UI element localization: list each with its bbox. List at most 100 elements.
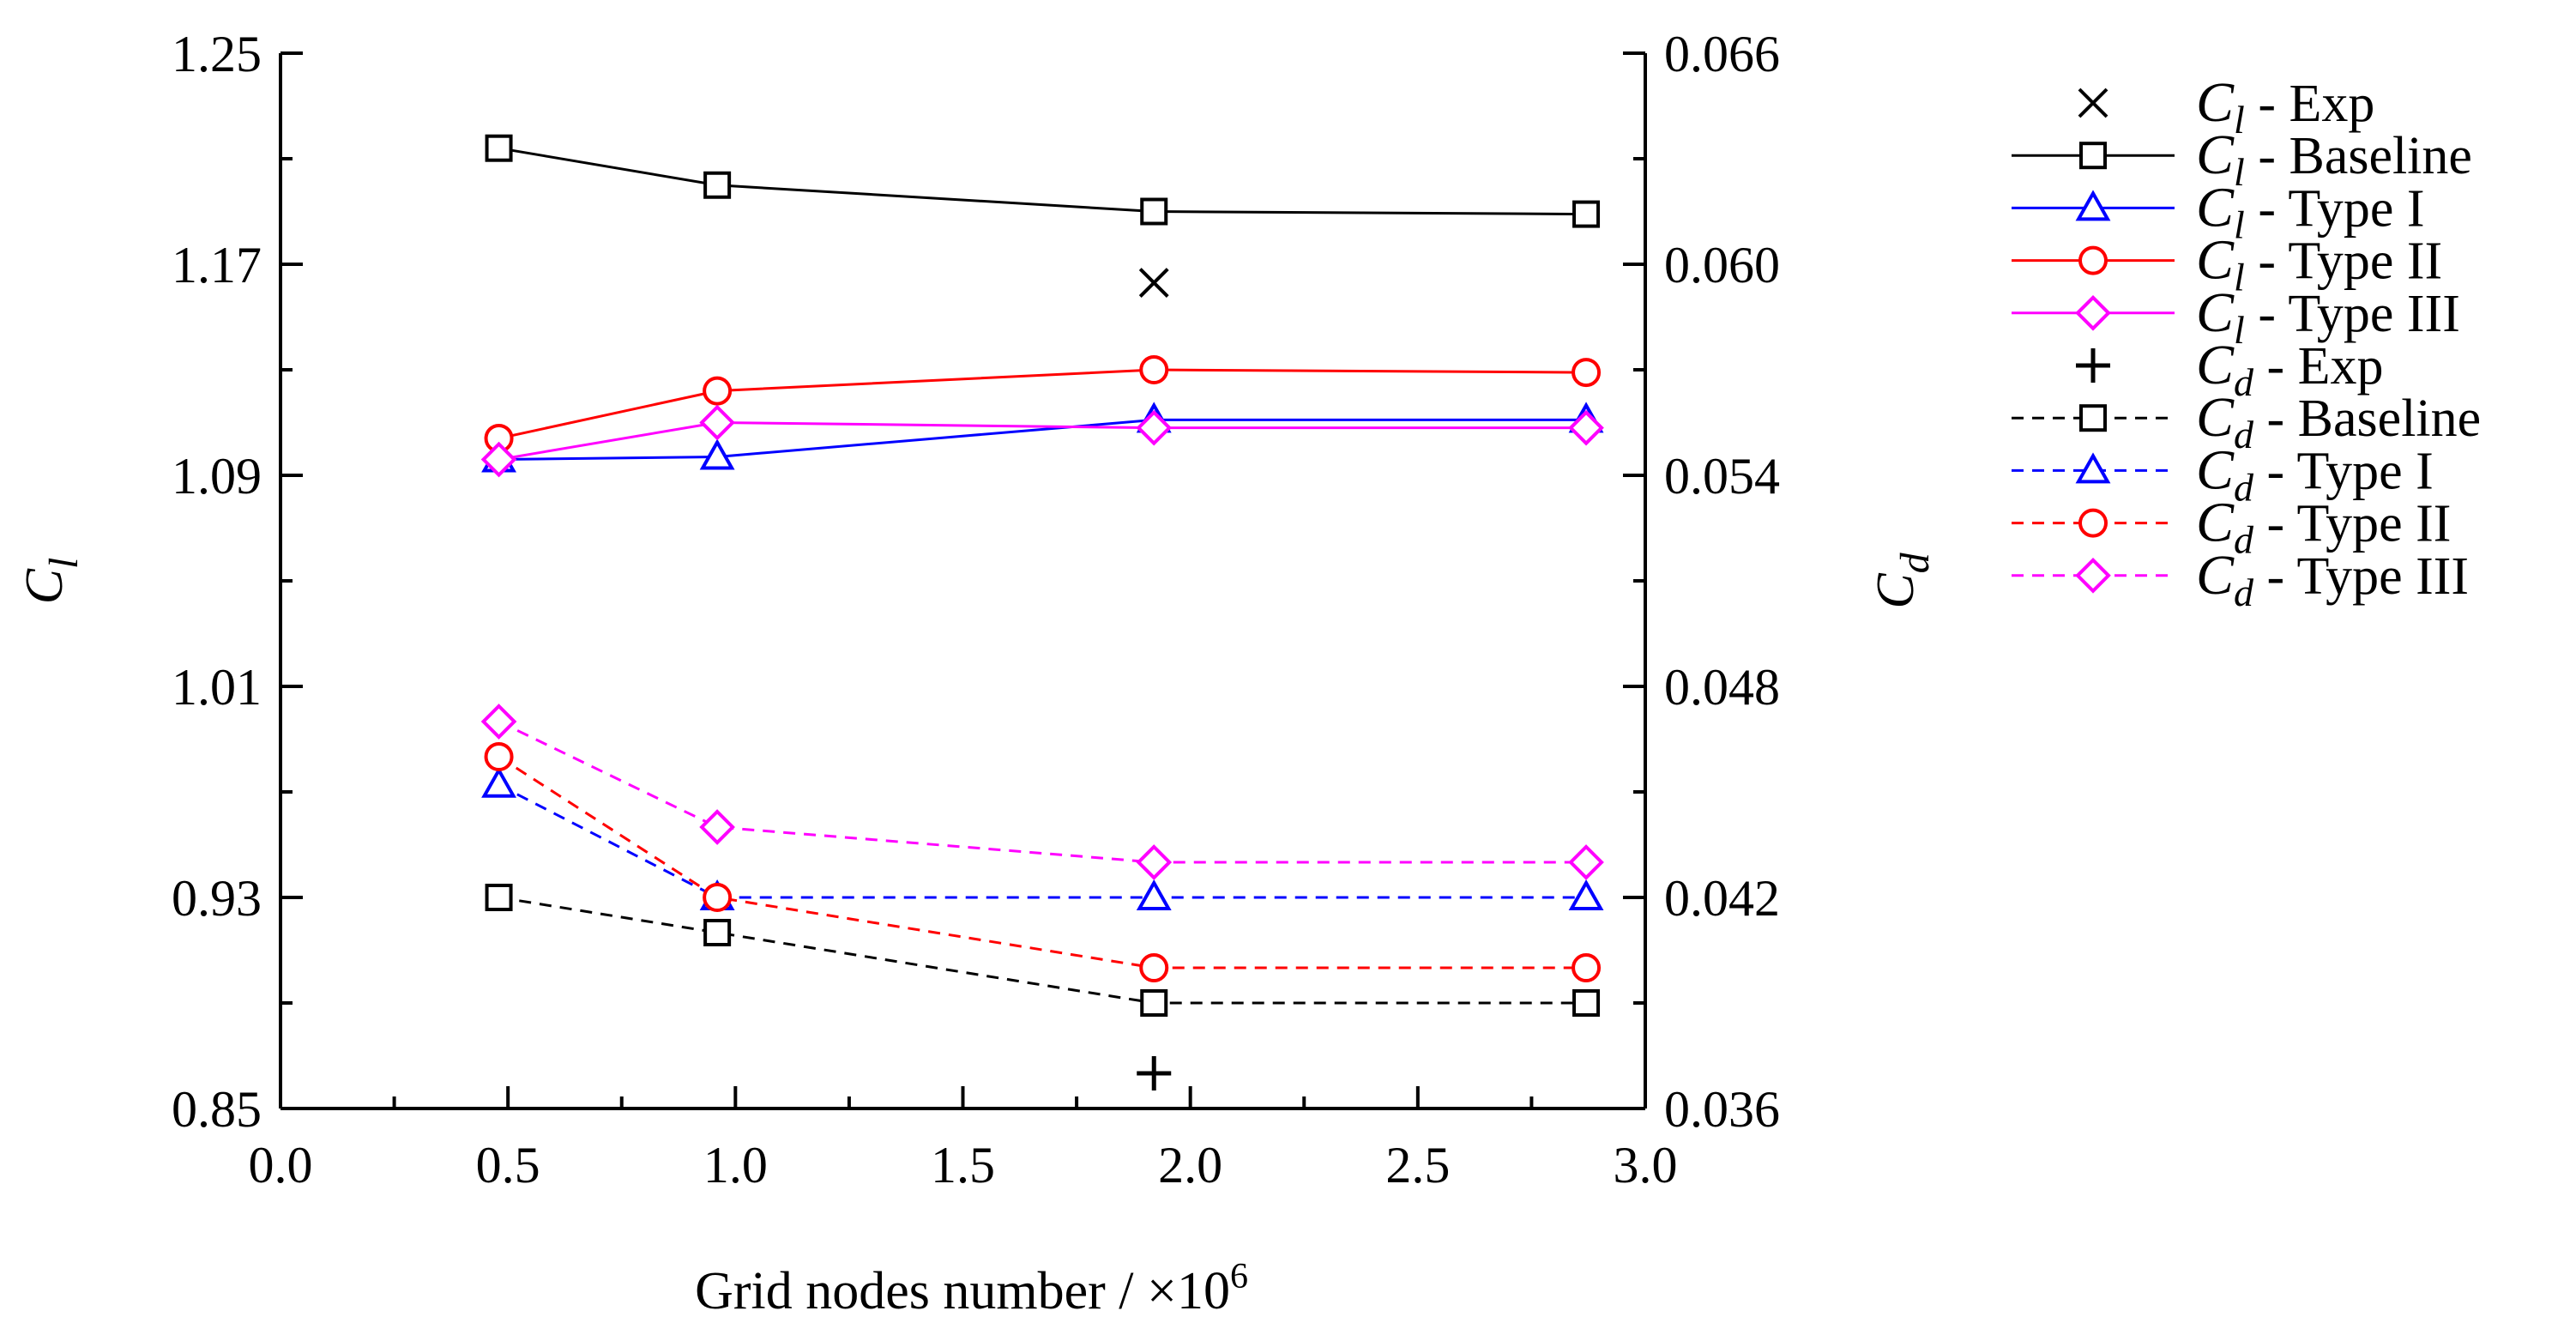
x-tick-label: 0.0 bbox=[249, 1137, 313, 1193]
series-d-baseline bbox=[485, 884, 1601, 1017]
y-right-axis-title-text: Cd bbox=[1867, 552, 1938, 608]
y-right-tick-label: 0.036 bbox=[1664, 1081, 1780, 1138]
legend-coef-subscript: l bbox=[2234, 98, 2245, 142]
legend-item-d-type-ii: Cd - Type II bbox=[2012, 492, 2451, 562]
series-d-type-i bbox=[481, 766, 1604, 910]
plot-area: 0.0 0.5 1.0 1.5 2.0 2.5 3.0 0.85 0.93 1.01 1.09 1.1… bbox=[15, 26, 1938, 1320]
y-left-tick-label: 0.85 bbox=[172, 1081, 262, 1138]
legend-coef: C bbox=[2196, 438, 2235, 501]
data-point-l-baseline bbox=[703, 171, 732, 199]
data-point-d-type-ii bbox=[703, 883, 733, 912]
data-point-d-type-ii bbox=[1572, 953, 1602, 982]
data-point-l-type-ii bbox=[703, 376, 733, 406]
series-line-l-type-i bbox=[498, 418, 1587, 462]
legend-item-d-exp: Cd - Exp bbox=[2076, 334, 2384, 404]
y-right-axis-title-subscript: d bbox=[1892, 552, 1938, 573]
series-l-type-i bbox=[481, 402, 1604, 473]
legend-coef-subscript: l bbox=[2234, 150, 2245, 194]
y-left-tick-label: 1.09 bbox=[172, 448, 262, 504]
data-point-d-type-i bbox=[1568, 879, 1604, 910]
legend-coef: C bbox=[2196, 124, 2235, 186]
data-point-d-type-i bbox=[481, 766, 516, 798]
legend-item-l-type-i: Cl - Type I bbox=[2012, 176, 2425, 246]
data-point-d-exp bbox=[1137, 1056, 1172, 1090]
data-point-l-type-iii bbox=[1568, 409, 1604, 446]
data-point-d-baseline bbox=[1572, 989, 1601, 1017]
legend-marker-l-type-iii bbox=[2075, 294, 2111, 331]
legend-item-l-exp: Cl - Exp bbox=[2078, 71, 2374, 142]
series-l-type-iii bbox=[480, 404, 1604, 478]
data-point-d-baseline bbox=[485, 884, 513, 911]
legend-label-l-type-i: Cl - Type I bbox=[2196, 176, 2425, 246]
legend-series-name: - Type II bbox=[2245, 233, 2442, 291]
legend-coef: C bbox=[2196, 176, 2235, 239]
y-left-tick-label: 1.01 bbox=[172, 659, 262, 716]
legend-series-name: - Exp bbox=[2253, 337, 2384, 396]
y-right-axis-title: Cd bbox=[1867, 552, 1938, 608]
legend-coef-subscript: d bbox=[2234, 518, 2254, 562]
data-point-d-type-iii bbox=[1568, 844, 1604, 880]
legend-series-name: - Baseline bbox=[2253, 390, 2481, 448]
legend-label-d-baseline: Cd - Baseline bbox=[2196, 386, 2481, 456]
x-tick-label: 2.0 bbox=[1158, 1137, 1222, 1193]
data-point-l-type-iii bbox=[480, 441, 517, 478]
legend-label-d-type-ii: Cd - Type II bbox=[2196, 492, 2451, 562]
legend-label-l-baseline: Cl - Baseline bbox=[2196, 124, 2472, 194]
data-point-l-baseline bbox=[1140, 197, 1168, 226]
legend-item-d-type-iii: Cd - Type III bbox=[2012, 544, 2469, 614]
data-point-d-type-ii bbox=[484, 742, 514, 771]
y-left-axis-title: Cl bbox=[15, 558, 87, 605]
series-line-l-baseline bbox=[498, 147, 1587, 216]
x-tick-label: 2.5 bbox=[1385, 1137, 1450, 1193]
legend-series-name: - Type I bbox=[2253, 442, 2434, 500]
series-d-type-iii bbox=[480, 704, 1604, 880]
x-axis-title: Grid nodes number / ×106 bbox=[695, 1257, 1248, 1320]
legend-coef: C bbox=[2196, 229, 2235, 292]
legend-coef: C bbox=[2196, 544, 2235, 607]
series-line-l-type-ii bbox=[498, 368, 1587, 440]
series-line-d-type-iii bbox=[498, 720, 1587, 864]
series-l-baseline bbox=[485, 134, 1601, 228]
legend-coef-subscript: d bbox=[2234, 571, 2254, 614]
data-point-l-type-i bbox=[699, 438, 735, 470]
data-point-d-type-iii bbox=[1136, 844, 1173, 880]
data-point-l-type-ii bbox=[1572, 358, 1602, 388]
series-l-exp bbox=[1138, 268, 1169, 298]
legend-item-l-baseline: Cl - Baseline bbox=[2012, 124, 2472, 194]
y-right-tick-label: 0.060 bbox=[1664, 237, 1780, 293]
x-tick-label: 1.0 bbox=[703, 1137, 768, 1193]
data-point-d-baseline bbox=[703, 919, 732, 946]
series-line-d-type-ii bbox=[498, 755, 1587, 970]
data-point-d-type-i bbox=[1136, 879, 1172, 910]
legend-item-d-baseline: Cd - Baseline bbox=[2012, 386, 2481, 456]
legend-coef: C bbox=[2196, 281, 2235, 344]
legend-marker-d-baseline bbox=[2079, 404, 2107, 432]
legend-coef-subscript: d bbox=[2234, 465, 2254, 509]
y-left-axis-title-text: Cl bbox=[15, 558, 87, 605]
y-left-axis-title-subscript: l bbox=[41, 558, 87, 569]
legend-coef-subscript: l bbox=[2234, 308, 2245, 352]
legend-coef-subscript: d bbox=[2234, 360, 2254, 404]
series-line-l-type-iii bbox=[498, 420, 1587, 462]
legend-marker-d-type-i bbox=[2075, 452, 2111, 484]
data-point-d-baseline bbox=[1140, 989, 1168, 1017]
legend-marker-l-type-ii bbox=[2078, 245, 2108, 275]
y-left-tick-label: 1.17 bbox=[172, 237, 262, 293]
legend-marker-d-exp bbox=[2076, 348, 2110, 383]
data-point-l-type-iii bbox=[1136, 409, 1173, 446]
legend-coef: C bbox=[2196, 386, 2235, 449]
legend-coef-subscript: l bbox=[2234, 256, 2245, 299]
legend-series-name: - Type III bbox=[2253, 547, 2469, 606]
series-line-d-baseline bbox=[498, 896, 1587, 1005]
legend-coef: C bbox=[2196, 492, 2235, 554]
legend-series-name: - Type I bbox=[2245, 179, 2425, 238]
data-point-l-type-ii bbox=[1139, 355, 1169, 384]
y-right-tick-label: 0.048 bbox=[1664, 659, 1780, 716]
legend-series-name: - Type II bbox=[2253, 495, 2451, 553]
legend-marker-l-baseline bbox=[2079, 142, 2107, 170]
legend-marker-d-type-iii bbox=[2075, 557, 2111, 594]
series-d-exp bbox=[1137, 1056, 1172, 1090]
x-axis-title-superscript: 6 bbox=[1230, 1257, 1248, 1296]
legend-coef-subscript: l bbox=[2234, 202, 2245, 246]
